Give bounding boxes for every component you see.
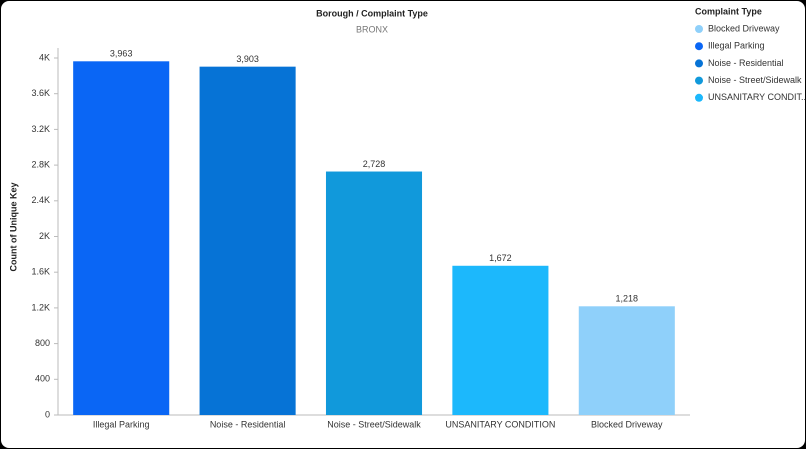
bar — [578, 306, 675, 415]
bar — [452, 265, 549, 415]
legend-swatch — [695, 93, 703, 102]
bar — [325, 171, 423, 415]
bar — [199, 66, 296, 415]
value-label: 1,218 — [616, 294, 639, 304]
y-tick-label: 3.6K — [31, 88, 50, 98]
legend-swatch — [695, 25, 703, 33]
y-axis-label: Count of Unique Key — [8, 183, 18, 272]
y-tick-label: 2K — [39, 231, 50, 241]
x-tick-label: UNSANITARY CONDITION — [445, 419, 555, 429]
x-tick-label: Noise - Street/Sidewalk — [327, 419, 421, 429]
legend-label: Illegal Parking — [708, 41, 765, 51]
legend-swatch — [695, 76, 703, 85]
y-tick-label: 1.6K — [31, 267, 50, 277]
legend-label: Blocked Driveway — [708, 23, 780, 33]
value-label: 3,963 — [110, 49, 133, 59]
value-label: 3,903 — [236, 54, 259, 64]
legend-label: Noise - Residential — [708, 58, 784, 68]
x-tick-label: Blocked Driveway — [591, 419, 663, 429]
legend-label: UNSANITARY CONDIT... — [708, 92, 806, 102]
y-tick-label: 3.2K — [31, 124, 50, 134]
bar — [73, 61, 170, 416]
x-tick-label: Illegal Parking — [93, 419, 150, 429]
chart-subtitle: BRONX — [356, 24, 388, 34]
legend-title: Complaint Type — [695, 6, 762, 16]
y-tick-label: 2.8K — [31, 159, 50, 169]
y-tick-label: 0 — [45, 409, 50, 419]
legend-label: Noise - Street/Sidewalk — [708, 75, 802, 85]
value-label: 2,728 — [363, 159, 386, 169]
y-tick-label: 1.2K — [31, 302, 50, 312]
y-tick-label: 4K — [39, 52, 50, 62]
chart-title: Borough / Complaint Type — [316, 8, 428, 18]
legend-swatch — [695, 42, 703, 51]
x-tick-label: Noise - Residential — [210, 419, 286, 429]
legend-swatch — [695, 59, 703, 68]
y-tick-label: 400 — [35, 374, 50, 384]
value-label: 1,672 — [489, 253, 512, 263]
y-tick-label: 800 — [35, 338, 50, 348]
y-tick-label: 2.4K — [31, 195, 50, 205]
